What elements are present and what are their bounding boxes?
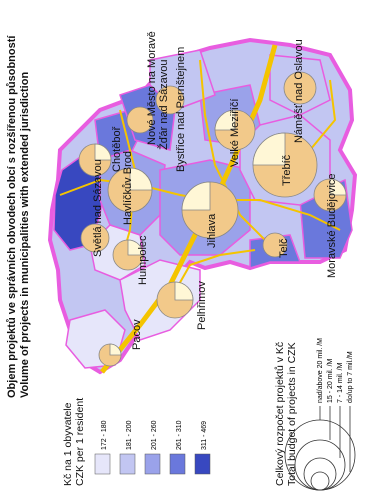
circle-pacov	[98, 343, 122, 367]
bin-label-2: 181 - 200	[126, 420, 133, 450]
circle-havlickuv-brod	[107, 167, 153, 213]
size-circle-1	[284, 419, 356, 491]
size-label-1: nad/above 20 mil. /M	[317, 338, 324, 403]
circle-chotebor	[78, 143, 112, 177]
label-bystrice: Bystřice nad Pernštejnem	[175, 47, 187, 172]
label-humpolec: Humpolec	[137, 235, 149, 285]
budget-size-labels: nad/above 20 mil. /M 15 - 20 mil. /M 7 -…	[317, 338, 354, 403]
size-label-3: 7 - 14 mil. /M	[337, 362, 344, 403]
size-label-2: 15 - 20 mil. /M	[327, 358, 334, 403]
label-nove-mesto: Nové Město na Moravě	[146, 31, 158, 145]
circle-bystrice	[155, 85, 185, 115]
bin-label-1: 172 - 180	[101, 420, 108, 450]
circle-humpolec	[112, 239, 144, 271]
bin-swatch-5	[194, 453, 211, 475]
size-circle-2	[294, 439, 346, 491]
circle-telc	[262, 232, 288, 258]
size-label-4: do/up to 7 mil./M	[347, 351, 354, 403]
bin-swatch-4	[169, 453, 186, 475]
label-trebic: Třebíč	[281, 154, 293, 186]
label-mor-budejovice: Moravské Budějovice	[326, 173, 338, 278]
size-circle-3	[303, 457, 337, 491]
bin-label-4: 261 - 310	[176, 420, 183, 450]
bin-label-5: 311 - 469	[201, 421, 208, 450]
size-circle-4	[310, 471, 330, 491]
circle-velke-mezirici	[214, 109, 256, 151]
circle-namest	[283, 71, 317, 105]
label-pelhrimov: Pelhřimov	[196, 281, 208, 330]
label-zdar: Žďár nad Sázavou	[157, 59, 170, 150]
circle-pelhrimov	[156, 281, 194, 319]
label-pacov: Pacov	[131, 319, 143, 350]
circle-zdar	[126, 106, 154, 134]
label-velke-mezirici: Velké Meziříčí	[229, 99, 241, 167]
bin-swatch-2	[119, 453, 136, 475]
road-3	[199, 59, 271, 246]
label-namest: Náměšť nad Oslavou	[293, 39, 305, 143]
per-capita-legend: 172 - 180 181 - 200 201 - 260 261 - 310 …	[94, 420, 211, 475]
circle-trebic	[252, 132, 318, 198]
label-telc: Telč	[278, 238, 290, 258]
bin-label-3: 201 - 260	[151, 420, 158, 450]
label-havlickuv-brod: Havlíčkův Brod	[122, 151, 134, 225]
label-jihlava: Jihlava	[206, 213, 218, 248]
bin-swatch-3	[144, 453, 161, 475]
municipality-labels: Chotěboř Havlíčkův Brod Světlá nad Sázav…	[92, 31, 338, 350]
bin-swatch-1	[94, 453, 111, 475]
budget-circles	[78, 71, 347, 367]
label-svetla: Světlá nad Sázavou	[92, 159, 104, 257]
label-chotebor: Chotěboř	[111, 126, 123, 172]
circle-jihlava	[181, 181, 239, 239]
circle-mor-budejovice	[313, 178, 347, 212]
budget-size-legend	[284, 406, 356, 491]
circle-svetla	[80, 223, 110, 253]
